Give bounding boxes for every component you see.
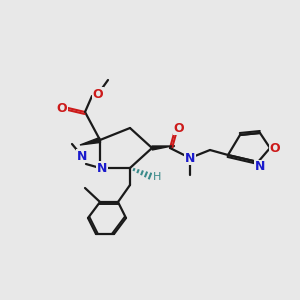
Text: O: O: [93, 88, 103, 100]
Polygon shape: [80, 138, 101, 145]
Text: O: O: [93, 88, 103, 100]
Text: N: N: [97, 161, 107, 175]
Text: O: O: [270, 142, 280, 154]
Text: N: N: [255, 160, 265, 173]
Text: N: N: [255, 160, 265, 173]
Text: H: H: [153, 172, 161, 182]
Text: N: N: [77, 149, 87, 163]
Text: O: O: [174, 122, 184, 134]
Text: O: O: [174, 122, 184, 134]
Text: O: O: [270, 142, 280, 154]
Text: N: N: [77, 149, 87, 163]
Text: O: O: [57, 101, 67, 115]
Text: O: O: [57, 101, 67, 115]
Text: N: N: [185, 152, 195, 164]
Text: H: H: [153, 172, 161, 182]
Polygon shape: [152, 146, 172, 150]
Text: N: N: [185, 152, 195, 164]
